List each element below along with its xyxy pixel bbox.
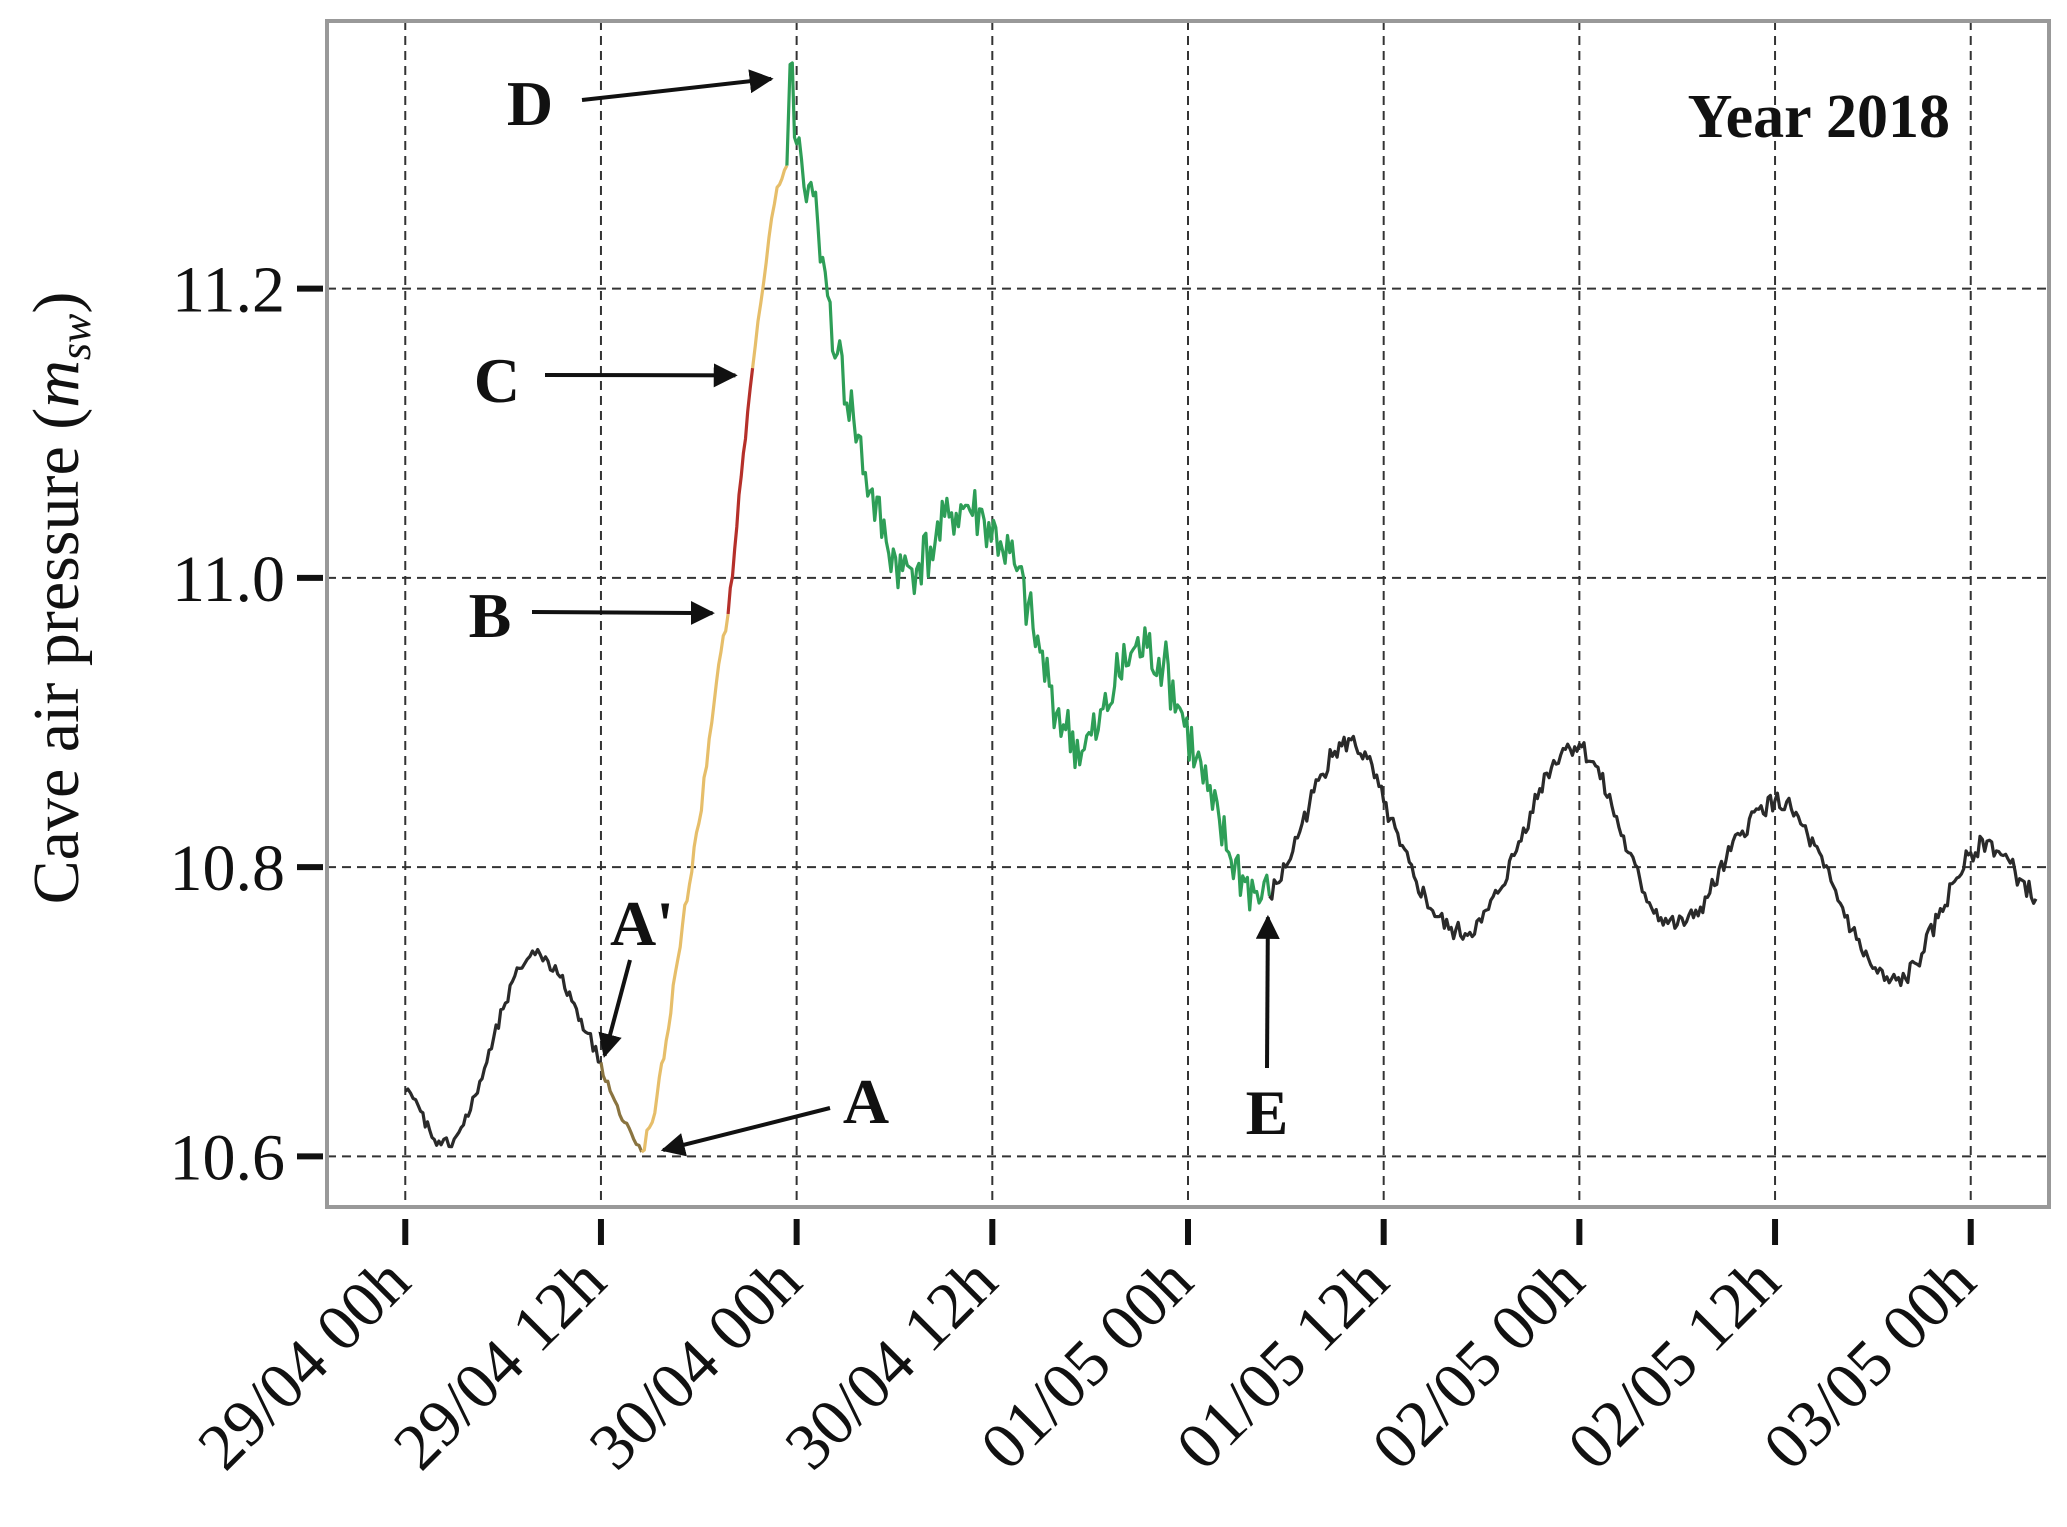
annotation-arrow [531,600,715,625]
annotation-label: D [507,68,553,139]
series-line-B-to-C [726,367,755,615]
annotation-arrow [598,959,632,1058]
x-tick-label: 30/04 00h [576,1244,816,1484]
x-tick-label: 01/05 00h [967,1244,1207,1484]
y-tick-label: 10.8 [170,832,286,905]
annotation-label: C [474,345,520,416]
annotation-arrow [660,1106,831,1157]
y-axis-title-main: Cave air pressure ( [20,408,93,905]
annotation-arrow [581,69,774,102]
series-line-after-peak [785,61,1272,912]
y-axis-title-var: m [20,360,93,408]
x-tick-label: 29/04 00h [184,1244,424,1484]
series-line-before [404,947,602,1149]
series-line-rise [640,613,730,1154]
series-line-after-E [1268,734,2038,988]
year-label: Year 2018 [1688,83,1950,151]
y-axis-title-close: ) [20,292,93,314]
x-tick-label: 01/05 12h [1163,1244,1403,1484]
y-axis: 10.6 10.8 11.0 11.2 [170,254,323,1194]
series-line-A-prime-to-A [599,1062,644,1153]
x-tick-label: 30/04 12h [771,1244,1011,1484]
annotation-arrow [1255,914,1280,1069]
annotation-label: B [469,580,512,651]
y-tick-label: 11.0 [172,543,285,616]
annotation-label: E [1246,1077,1289,1148]
y-tick-label: 11.2 [172,254,285,327]
annotation-label: A [843,1066,889,1137]
annotation-label: A' [610,888,674,959]
data-lines [404,61,2038,1154]
x-tick-label: 02/05 12h [1554,1244,1794,1484]
annotations: D C B A' A E [469,68,1289,1157]
y-tick-label: 10.6 [170,1121,286,1194]
x-tick-label: 02/05 00h [1358,1244,1598,1484]
plot-frame [325,19,2051,1209]
series-line-rise-to-D [751,164,789,369]
x-tick-label: 03/05 00h [1750,1244,1990,1484]
y-axis-title: Cave air pressure (msw) [20,292,100,905]
x-tick-label: 29/04 12h [380,1244,620,1484]
y-axis-title-sub: sw [51,313,100,360]
